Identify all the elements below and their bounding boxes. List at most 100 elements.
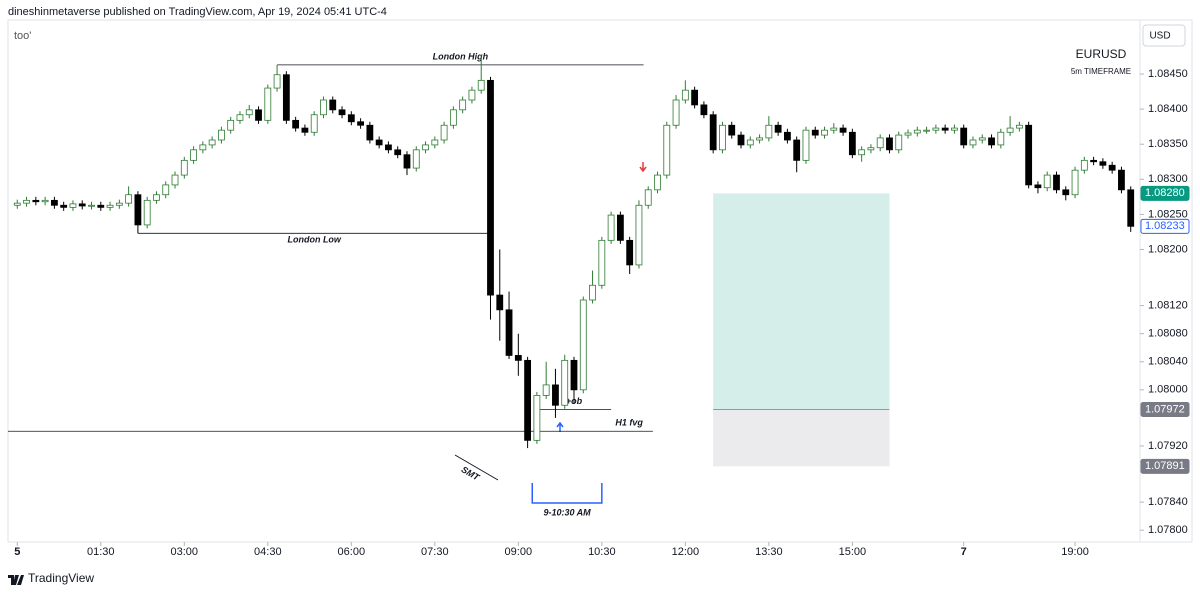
- y-tick-label: 1.08200: [1148, 243, 1188, 255]
- y-tick-label: 1.07920: [1148, 440, 1188, 452]
- candle-body: [969, 139, 977, 146]
- candle-body: [32, 199, 40, 203]
- candle-body: [440, 124, 448, 141]
- candle-body: [41, 199, 49, 203]
- y-tick-label: 1.08450: [1148, 68, 1188, 80]
- candle-body: [1127, 189, 1135, 227]
- candle-body: [50, 199, 58, 206]
- price-badge-label: 1.07972: [1145, 403, 1185, 415]
- candle-body: [273, 74, 281, 89]
- candle-body: [821, 129, 828, 136]
- candle-body: [709, 114, 717, 151]
- candle-body: [793, 139, 801, 161]
- buy-arrow: [556, 421, 564, 432]
- candle-body: [997, 131, 1005, 146]
- candle-body: [941, 127, 949, 131]
- x-tick-label: 06:00: [338, 546, 366, 558]
- candle-body: [746, 139, 754, 146]
- candle-body: [60, 204, 68, 208]
- candle-body: [162, 184, 170, 196]
- smt-line: [454, 454, 499, 481]
- candle-body: [663, 124, 671, 176]
- candle-body: [88, 204, 95, 207]
- candle-body: [13, 202, 21, 206]
- x-tick-label: 13:30: [755, 546, 783, 558]
- candle-body: [1034, 184, 1042, 189]
- tradingview-logo: [8, 575, 24, 585]
- candle-body: [719, 124, 726, 151]
- stop-zone: [713, 409, 890, 467]
- currency-button[interactable]: [1142, 24, 1186, 47]
- candle-body: [1062, 189, 1070, 196]
- candle-body: [626, 239, 634, 266]
- price-badge-label: 1.07891: [1145, 460, 1185, 472]
- target-zone: [713, 193, 890, 410]
- candle-body: [487, 79, 494, 296]
- candle-body: [1015, 124, 1023, 129]
- candle-body: [951, 127, 958, 131]
- candle-body: [1099, 161, 1107, 166]
- candle-body: [895, 134, 903, 151]
- y-tick-label: 1.08250: [1148, 208, 1188, 220]
- candle-body: [579, 299, 587, 391]
- candle-body: [282, 74, 290, 121]
- candle-body: [867, 147, 875, 151]
- candle-body: [171, 174, 179, 186]
- candle-body: [245, 109, 253, 116]
- x-tick-label: 09:00: [505, 546, 533, 558]
- candle-body: [913, 129, 921, 134]
- candle-body: [830, 127, 838, 131]
- candle-body: [505, 309, 513, 356]
- level-label: H1 fvg: [615, 418, 643, 428]
- candle-body: [106, 204, 114, 208]
- indicator-label: too': [14, 30, 31, 42]
- candle-body: [1025, 124, 1033, 186]
- candle-body: [876, 137, 884, 149]
- candle-body: [774, 124, 782, 133]
- candle-body: [598, 239, 606, 286]
- level-label: London Low: [287, 235, 341, 245]
- candle-body: [320, 99, 327, 116]
- candle-body: [904, 132, 912, 136]
- candle-body: [858, 149, 866, 156]
- candle-body: [496, 294, 504, 311]
- y-tick-label: 1.08120: [1148, 300, 1188, 312]
- y-tick-label: 1.08350: [1148, 138, 1188, 150]
- y-tick-label: 1.08400: [1148, 103, 1188, 115]
- x-tick-label: 12:00: [672, 546, 700, 558]
- candle-body: [218, 129, 225, 141]
- symbol: EURUSD: [1076, 47, 1127, 61]
- header-text: dineshinmetaverse published on TradingVi…: [8, 6, 387, 18]
- candle-body: [385, 144, 392, 151]
- candle-body: [552, 384, 559, 406]
- candle-body: [134, 194, 142, 226]
- candle-body: [422, 144, 429, 151]
- candle-body: [227, 119, 235, 131]
- candle-body: [97, 204, 105, 208]
- candle-body: [1118, 169, 1125, 191]
- y-tick-label: 1.08080: [1148, 328, 1188, 340]
- x-tick-label: 19:00: [1061, 546, 1089, 558]
- price-badge-label: 1.08280: [1145, 187, 1185, 199]
- candle-body: [533, 395, 541, 441]
- currency-label[interactable]: USD: [1149, 31, 1170, 42]
- candle-body: [412, 149, 420, 169]
- candle-body: [449, 109, 457, 126]
- footer-brand: TradingView: [28, 571, 94, 585]
- candle-body: [737, 134, 745, 146]
- candle-body: [978, 137, 986, 141]
- x-tick-label: 03:00: [171, 546, 199, 558]
- price-badge: [1140, 218, 1190, 234]
- candle-body: [301, 127, 309, 133]
- candle-body: [199, 144, 207, 151]
- candle-body: [923, 129, 930, 132]
- candle-body: [839, 127, 847, 133]
- candle-body: [292, 119, 300, 129]
- candle-body: [264, 87, 272, 121]
- candle-body: [514, 355, 522, 361]
- candle-body: [848, 131, 856, 156]
- candle-body: [394, 149, 402, 156]
- candle-body: [1071, 169, 1079, 196]
- y-tick-label: 1.07800: [1148, 524, 1188, 536]
- candle-body: [784, 131, 791, 141]
